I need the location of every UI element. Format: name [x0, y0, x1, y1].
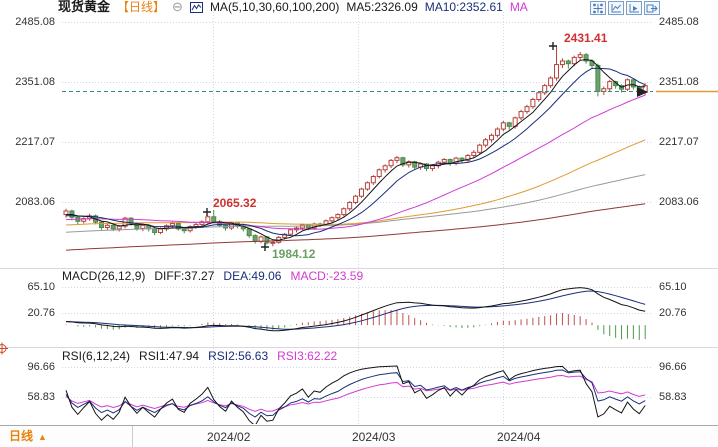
x-axis-label: 2024/02	[207, 430, 251, 444]
rsi1-value: RSI1:47.94	[139, 349, 200, 363]
period-tag: 【日线】	[117, 0, 166, 14]
price-annotation: 2065.32	[203, 196, 257, 216]
export-button[interactable]	[644, 1, 660, 15]
playback-button[interactable]	[626, 1, 642, 15]
macd-histogram	[65, 309, 646, 340]
rsi2-value: RSI2:56.63	[208, 349, 269, 363]
rsi3-value: RSI3:62.22	[277, 349, 338, 363]
kline-indicator-icon	[189, 1, 203, 13]
ma10-value: MA10:2352.61	[424, 0, 503, 14]
y-axis-label: 96.66	[659, 361, 687, 373]
y-axis-label: 2083.06	[659, 196, 699, 208]
pan-crosshair-button[interactable]	[590, 1, 606, 15]
y-axis-label: 2217.07	[15, 136, 55, 148]
x-axis-label: 2024/03	[352, 430, 396, 444]
y-axis-label: 65.10	[27, 281, 55, 293]
rsi-legend: RSI(6,12,24) RSI1:47.94 RSI2:56.63 RSI3:…	[62, 349, 337, 363]
macd-lines	[65, 287, 646, 332]
price-arrow-icon	[637, 87, 648, 97]
svg-text:2065.32: 2065.32	[213, 196, 257, 210]
symbol-name: 现货黄金	[58, 0, 111, 14]
period-tab-label: 日线	[9, 429, 34, 443]
x-axis-label: 2024/04	[497, 430, 541, 444]
y-axis-label: 58.83	[27, 391, 55, 403]
macd-legend: MACD(26,12,9) DIFF:37.27 DEA:49.06 MACD:…	[62, 269, 363, 283]
ma30-value-truncated: MA	[509, 0, 528, 14]
price-annotation: 1984.12	[261, 243, 316, 261]
y-axis-label: 20.76	[659, 307, 687, 319]
chart-toolbar	[590, 1, 660, 15]
y-axis-label: 65.10	[659, 281, 687, 293]
y-axis-label: 96.66	[27, 361, 55, 373]
price-annotation: 2431.41	[549, 31, 608, 50]
gridlines	[62, 12, 653, 425]
draw-anchor-icon[interactable]	[0, 342, 10, 360]
dropdown-arrow-icon: ▲	[38, 432, 47, 442]
ma-params-label: MA(5,10,30,60,100,200)	[209, 0, 340, 14]
y-axis-label: 20.76	[27, 307, 55, 319]
current-price-line	[62, 87, 718, 97]
svg-text:1984.12: 1984.12	[272, 247, 316, 261]
rsi-lines	[65, 365, 646, 424]
y-axis-label: 2485.08	[659, 16, 699, 28]
ma5-value: MA5:2326.09	[346, 0, 418, 14]
time-axis-bar: 日线 ▲ 2024/02 2024/03 2024/04	[0, 425, 718, 447]
y-axis-label: 58.83	[659, 391, 687, 403]
macd-params-label: MACD(26,12,9)	[62, 269, 146, 283]
y-axis-label: 2351.08	[15, 76, 55, 88]
y-axis-label: 2351.08	[659, 76, 699, 88]
collapse-icon[interactable]: ⊖	[172, 0, 183, 14]
period-tab-daily[interactable]: 日线 ▲	[0, 426, 133, 447]
svg-text:2431.41: 2431.41	[564, 31, 608, 45]
y-axis-label: 2485.08	[15, 16, 55, 28]
y-axis-label: 2083.06	[15, 196, 55, 208]
main-chart-legend: 现货黄金 【日线】 ⊖ MA(5,10,30,60,100,200) MA5:2…	[58, 0, 528, 14]
zoom-fit-button[interactable]	[608, 1, 624, 15]
rsi-params-label: RSI(6,12,24)	[62, 349, 131, 363]
macd-diff-value: DIFF:37.27	[154, 269, 215, 283]
y-axis-label: 2217.07	[659, 136, 699, 148]
candles-layer	[63, 46, 648, 247]
macd-dea-value: DEA:49.06	[223, 269, 282, 283]
ma-lines	[65, 59, 646, 251]
macd-bar-value: MACD:-23.59	[290, 269, 364, 283]
